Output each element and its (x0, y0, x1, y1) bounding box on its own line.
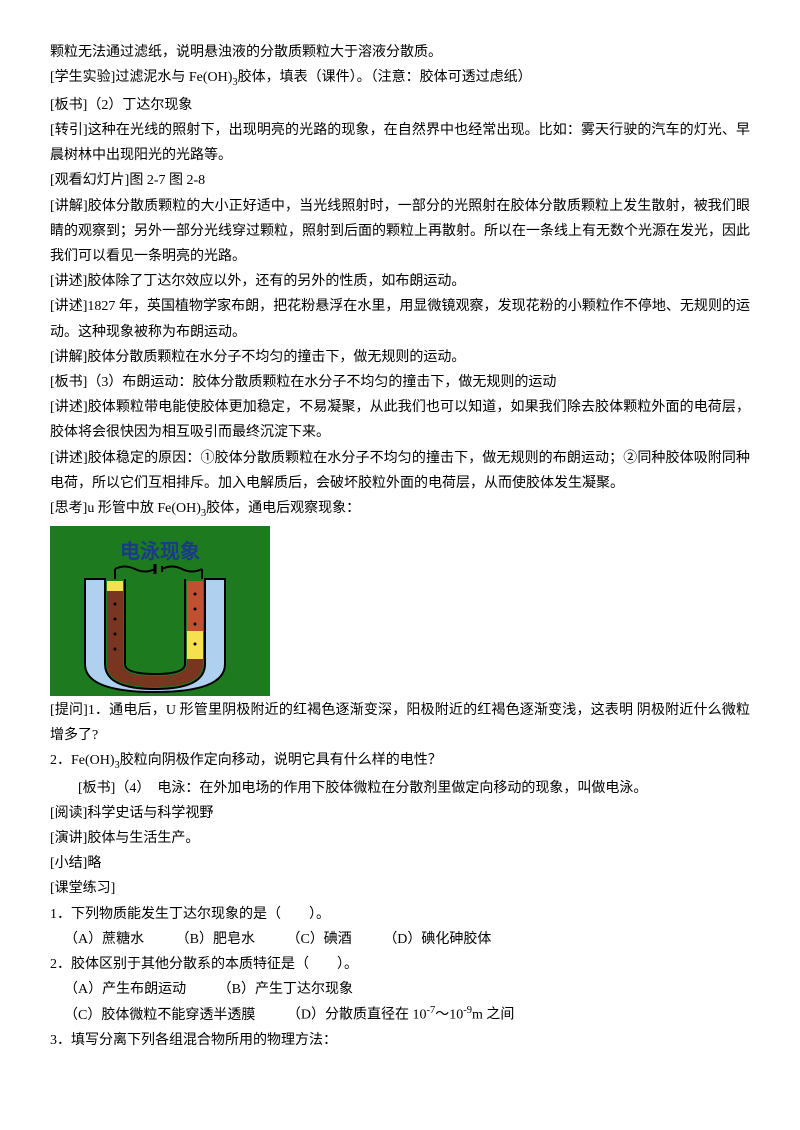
option-b: （B）产生丁达尔现象 (218, 977, 353, 1002)
paragraph: [学生实验]过滤泥水与 Fe(OH)3胶体，填表（课件）。（注意：胶体可透过虑纸… (50, 65, 750, 93)
superscript: -9 (463, 1005, 472, 1016)
paragraph: 颗粒无法通过滤纸，说明悬浊液的分散质颗粒大于溶液分散质。 (50, 40, 750, 65)
option-d: （D）分散质直径在 10-7～10-9m 之间 (287, 1002, 515, 1028)
paragraph: [讲解]胶体分散质颗粒在水分子不均匀的撞击下，做无规则的运动。 (50, 345, 750, 370)
paragraph: [板书]（4） 电泳：在外加电场的作用下胶体微粒在分散剂里做定向移动的现象，叫做… (50, 776, 750, 801)
paragraph: [讲述]胶体稳定的原因：①胶体分散质颗粒在水分子不均匀的撞击下，做无规则的布朗运… (50, 446, 750, 496)
option-c: （C）胶体微粒不能穿透半透膜 (64, 1003, 255, 1028)
u-tube-svg (80, 564, 240, 694)
text: m 之间 (472, 1008, 514, 1023)
text: [思考]u 形管中放 Fe(OH) (50, 501, 201, 516)
paragraph: [板书]（2）丁达尔现象 (50, 93, 750, 118)
paragraph: [提问]1．通电后，U 形管里阴极附近的红褐色逐渐变深，阳极附近的红褐色逐渐变浅… (50, 698, 750, 748)
text: 胶粒向阴极作定向移动，说明它具有什么样的电性？ (120, 753, 442, 768)
text: 胶体，填表（课件）。（注意：胶体可透过虑纸） (238, 70, 532, 85)
electrophoresis-diagram: 电泳现象 (50, 526, 270, 696)
paragraph: [讲述]胶体除了丁达尔效应以外，还有的另外的性质，如布朗运动。 (50, 269, 750, 294)
text: 胶体，通电后观察现象： (206, 501, 360, 516)
paragraph: [阅读]科学史话与科学视野 (50, 801, 750, 826)
paragraph: [课堂练习] (50, 876, 750, 901)
option-d: （D）碘化砷胶体 (383, 927, 491, 952)
paragraph: [讲解]胶体分散质颗粒的大小正好适中，当光线照射时，一部分的光照射在胶体分散质颗… (50, 194, 750, 270)
paragraph: [演讲]胶体与生活生产。 (50, 826, 750, 851)
paragraph: [板书]（3）布朗运动：胶体分散质颗粒在水分子不均匀的撞击下，做无规则的运动 (50, 370, 750, 395)
paragraph: [思考]u 形管中放 Fe(OH)3胶体，通电后观察现象： (50, 496, 750, 524)
paragraph: [观看幻灯片]图 2-7 图 2-8 (50, 168, 750, 193)
option-a: （A）蔗糖水 (64, 927, 144, 952)
option-a: （A）产生布朗运动 (64, 977, 186, 1002)
question-3: 3．填写分离下列各组混合物所用的物理方法： (50, 1028, 750, 1053)
paragraph: [小结]略 (50, 851, 750, 876)
text: [学生实验]过滤泥水与 Fe(OH) (50, 70, 232, 85)
option-c: （C）碘酒 (286, 927, 351, 952)
paragraph: 2．Fe(OH)3胶粒向阴极作定向移动，说明它具有什么样的电性？ (50, 748, 750, 776)
option-b: （B）肥皂水 (176, 927, 255, 952)
question-2-options-row2: （C）胶体微粒不能穿透半透膜 （D）分散质直径在 10-7～10-9m 之间 (64, 1002, 750, 1028)
paragraph: [讲述]胶体颗粒带电能使胶体更加稳定，不易凝聚，从此我们也可以知道，如果我们除去… (50, 395, 750, 445)
question-2-options-row1: （A）产生布朗运动 （B）产生丁达尔现象 (64, 977, 750, 1002)
question-1: 1．下列物质能发生丁达尔现象的是（ ）。 (50, 902, 750, 927)
superscript: -7 (426, 1005, 435, 1016)
paragraph: [转引]这种在光线的照射下，出现明亮的光路的现象，在自然界中也经常出现。比如：雾… (50, 118, 750, 168)
text: ～10 (435, 1008, 463, 1023)
question-1-options: （A）蔗糖水 （B）肥皂水 （C）碘酒 （D）碘化砷胶体 (64, 927, 750, 952)
text: 2．Fe(OH) (50, 753, 115, 768)
text: （D）分散质直径在 10 (287, 1008, 427, 1023)
question-2: 2．胶体区别于其他分散系的本质特征是（ ）。 (50, 952, 750, 977)
paragraph: [讲述]1827 年，英国植物学家布朗，把花粉悬浮在水里，用显微镜观察，发现花粉… (50, 294, 750, 344)
